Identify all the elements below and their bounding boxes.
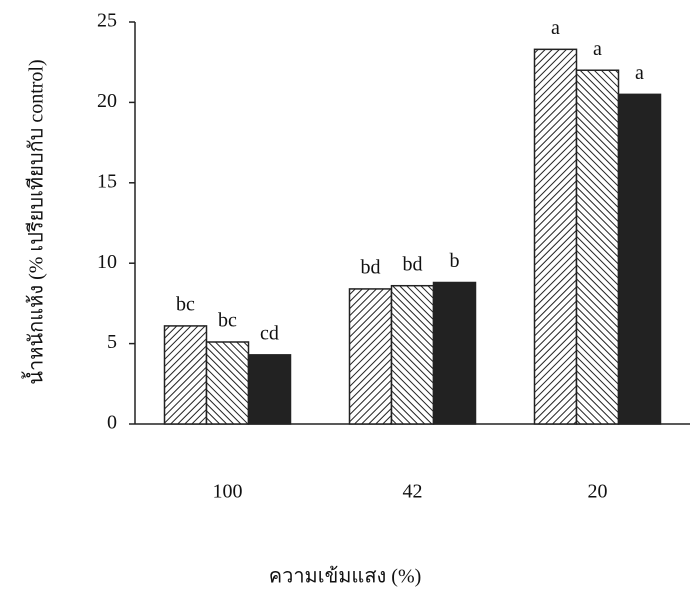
x-axis-label: ความเข้มแสง (%) [269,566,422,588]
bar [390,284,435,425]
bar [348,288,393,425]
bar-letter: bc [176,294,195,316]
bar [432,281,477,425]
y-tick-label: 5 [107,331,117,353]
bar-letter: a [551,17,560,39]
bar [247,354,292,425]
bar [575,69,620,425]
x-tick-label: 100 [213,481,243,503]
bar [533,48,578,425]
bar-letter: b [450,250,460,272]
y-tick-label: 25 [97,10,117,32]
bar [617,93,662,425]
y-tick-label: 10 [97,251,117,273]
y-tick-label: 0 [107,412,117,434]
bar-letter: bc [218,310,237,332]
bar-letter: a [635,62,644,84]
x-tick-label: 42 [403,481,423,503]
bar-letter: bd [361,257,381,279]
bar-letter: bd [403,253,423,275]
bar [205,341,250,425]
bar-letter: a [593,38,602,60]
y-axis-label: น้ำหนักแห้ง (% เปรียบเทียบกับ control) [22,59,48,384]
y-tick-label: 20 [97,90,117,112]
bar-letter: cd [260,322,279,344]
bar [163,325,208,425]
y-tick-label: 15 [97,170,117,192]
x-tick-label: 20 [588,481,608,503]
